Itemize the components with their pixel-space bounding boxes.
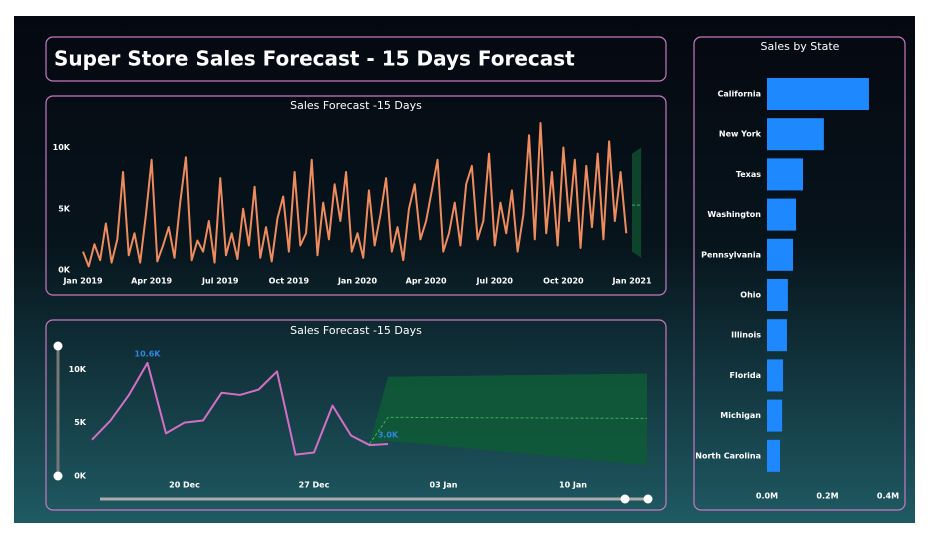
x-tick-label: Oct 2020 [543,277,584,286]
category-label: Texas [736,170,761,179]
x-tick-label: Jan 2021 [611,277,652,286]
category-label: Illinois [731,331,761,340]
forecast-band [369,373,647,466]
x-tick-label: Jan 2020 [337,277,378,286]
x-tick-label: Apr 2019 [131,277,172,286]
category-label: California [717,90,761,99]
bar [767,78,869,110]
bar [767,399,783,432]
y-tick-label: 10K [69,365,87,374]
y-tick-label: 0K [74,472,87,481]
x-tick-label: Oct 2019 [269,277,310,286]
category-label: Washington [707,210,761,219]
slider-handle[interactable] [643,494,653,504]
title-panel [45,36,667,82]
x-tick-label: 0.2M [816,492,838,501]
y-tick-label: 5K [58,204,71,213]
bar [767,439,781,472]
category-label: Pennsylvania [701,250,761,259]
x-tick-label: Jul 2019 [201,277,239,286]
y-tick-label: 5K [74,418,87,427]
bar [767,319,787,352]
forecast-line [369,416,648,445]
panel [693,36,906,511]
category-label: Florida [729,371,761,380]
panel [45,319,667,511]
forecast-band [632,147,642,258]
bar [767,198,797,231]
slider-handle[interactable] [53,341,63,351]
category-label: New York [719,130,762,139]
bar [767,118,824,151]
category-label: Michigan [720,411,761,420]
bar [767,238,794,271]
chart-title: Sales Forecast -15 Days [290,324,422,337]
data-label: 10.6K [135,349,162,358]
category-label: North Carolina [695,451,761,460]
x-tick-label: Jul 2020 [476,277,514,286]
x-tick-label: Apr 2020 [406,277,447,286]
bar [767,158,803,191]
x-tick-label: 03 Jan [430,481,458,490]
x-tick-label: 27 Dec [299,481,330,490]
dashboard-title: Super Store Sales Forecast - 15 Days For… [54,47,575,71]
chart-title: Sales Forecast -15 Days [290,99,422,112]
bar [767,279,788,311]
x-tick-label: 20 Dec [169,481,200,490]
chart-title: Sales by State [761,40,840,53]
series-line [82,122,628,268]
x-tick-label: 0.4M [877,492,899,501]
slider-handle[interactable] [53,471,63,481]
x-tick-label: 0.0M [756,492,778,501]
slider-handle[interactable] [620,494,630,504]
x-tick-label: Jan 2019 [62,277,103,286]
panel [45,95,667,296]
y-tick-label: 0K [58,266,71,275]
y-tick-label: 10K [53,143,71,152]
bar [767,359,784,392]
series-line [91,361,389,456]
category-label: Ohio [740,291,761,300]
x-tick-label: 10 Jan [559,481,587,490]
data-label: 3.0K [378,431,399,440]
